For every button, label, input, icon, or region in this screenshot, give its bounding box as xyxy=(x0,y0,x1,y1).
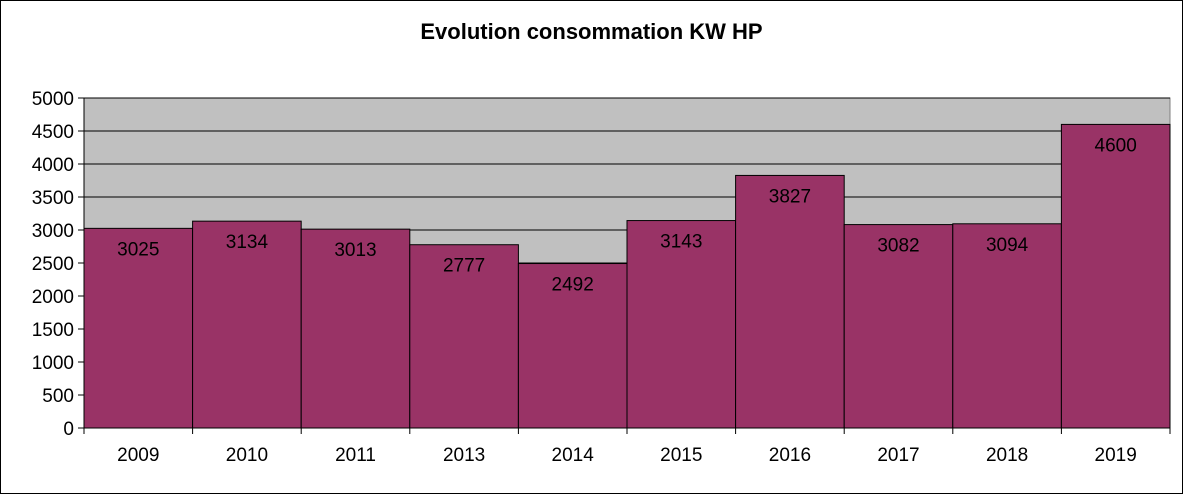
data-label: 3013 xyxy=(334,240,376,261)
chart-title: Evolution consommation KW HP xyxy=(420,19,763,44)
y-tick-label: 0 xyxy=(63,419,74,440)
x-tick-label: 2015 xyxy=(660,445,702,466)
x-tick-label: 2016 xyxy=(769,445,811,466)
bar xyxy=(192,220,302,429)
bar xyxy=(952,223,1062,429)
bar xyxy=(83,227,194,429)
bar xyxy=(626,220,737,429)
y-tick-label: 1500 xyxy=(32,320,74,341)
x-tick-label: 2017 xyxy=(877,445,919,466)
x-tick-label: 2010 xyxy=(226,445,268,466)
data-label: 3025 xyxy=(117,239,159,260)
y-tick-label: 2000 xyxy=(32,287,74,308)
data-label: 3143 xyxy=(660,232,702,253)
y-tick-label: 3500 xyxy=(32,188,74,209)
data-label: 2492 xyxy=(552,275,594,296)
data-label: 3827 xyxy=(769,186,811,207)
data-label: 3134 xyxy=(226,232,269,253)
x-tick-label: 2019 xyxy=(1095,445,1137,466)
x-tick-label: 2013 xyxy=(443,445,485,466)
y-tick-label: 2500 xyxy=(32,254,74,275)
bar xyxy=(1060,123,1171,429)
data-label: 4600 xyxy=(1095,135,1137,156)
x-tick-label: 2009 xyxy=(117,445,159,466)
y-tick-label: 4000 xyxy=(32,155,74,176)
data-label: 3082 xyxy=(877,236,919,257)
bar xyxy=(735,174,845,429)
y-tick-label: 4500 xyxy=(32,122,74,143)
y-tick-label: 5000 xyxy=(32,89,74,110)
x-tick-label: 2014 xyxy=(552,445,595,466)
y-tick-label: 3000 xyxy=(32,221,74,242)
y-tick-label: 500 xyxy=(42,386,74,407)
x-tick-label: 2011 xyxy=(335,445,376,466)
data-label: 2777 xyxy=(443,256,485,277)
y-tick-label: 1000 xyxy=(32,353,74,374)
x-tick-label: 2018 xyxy=(986,445,1028,466)
bar xyxy=(409,244,519,429)
data-label: 3094 xyxy=(986,235,1029,256)
